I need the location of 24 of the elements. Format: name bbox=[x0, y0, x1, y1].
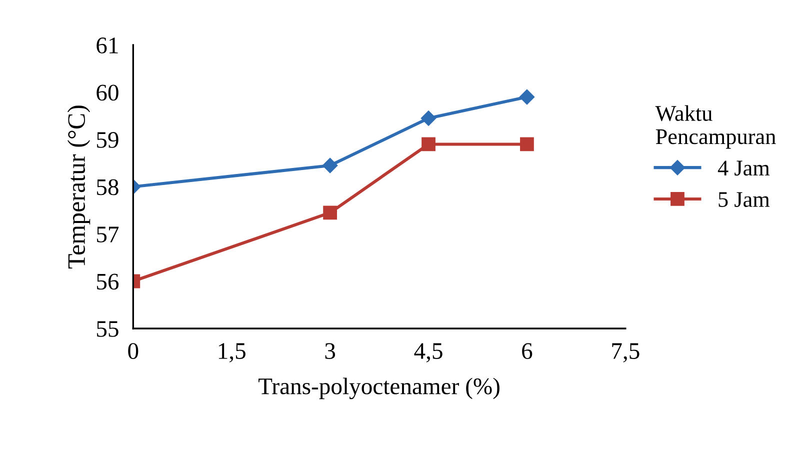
y-tick-label: 61 bbox=[96, 38, 118, 54]
y-tick-label: 58 bbox=[97, 179, 118, 196]
x-tick-label: 0 bbox=[128, 343, 138, 360]
point bbox=[520, 137, 534, 152]
y-axis-title: Temperatur (°C) bbox=[67, 106, 90, 269]
y-tick-label: 60 bbox=[96, 84, 118, 101]
y-tick-label: 57 bbox=[97, 226, 119, 242]
x-tick-label: 3 bbox=[325, 343, 336, 360]
point bbox=[323, 206, 338, 220]
point bbox=[422, 137, 436, 152]
point bbox=[519, 89, 535, 105]
legend-label: 4 Jam bbox=[718, 160, 770, 176]
y-tick-label: 59 bbox=[97, 132, 118, 148]
x-tick-label: 7,5 bbox=[612, 343, 640, 362]
point bbox=[322, 158, 338, 174]
legend-label: 5 Jam bbox=[718, 192, 770, 207]
x-tick-label: 1,5 bbox=[218, 343, 246, 362]
y-tick-label: 55 bbox=[97, 321, 118, 337]
point bbox=[420, 110, 436, 126]
x-axis-title: Trans-polyoctenamer (%) bbox=[258, 378, 500, 400]
y-tick-label: 56 bbox=[97, 274, 119, 290]
legend-title: Waktu Pencampuran bbox=[655, 105, 776, 149]
x-tick-label: 4,5 bbox=[414, 343, 442, 362]
x-tick-label: 6 bbox=[522, 343, 532, 360]
